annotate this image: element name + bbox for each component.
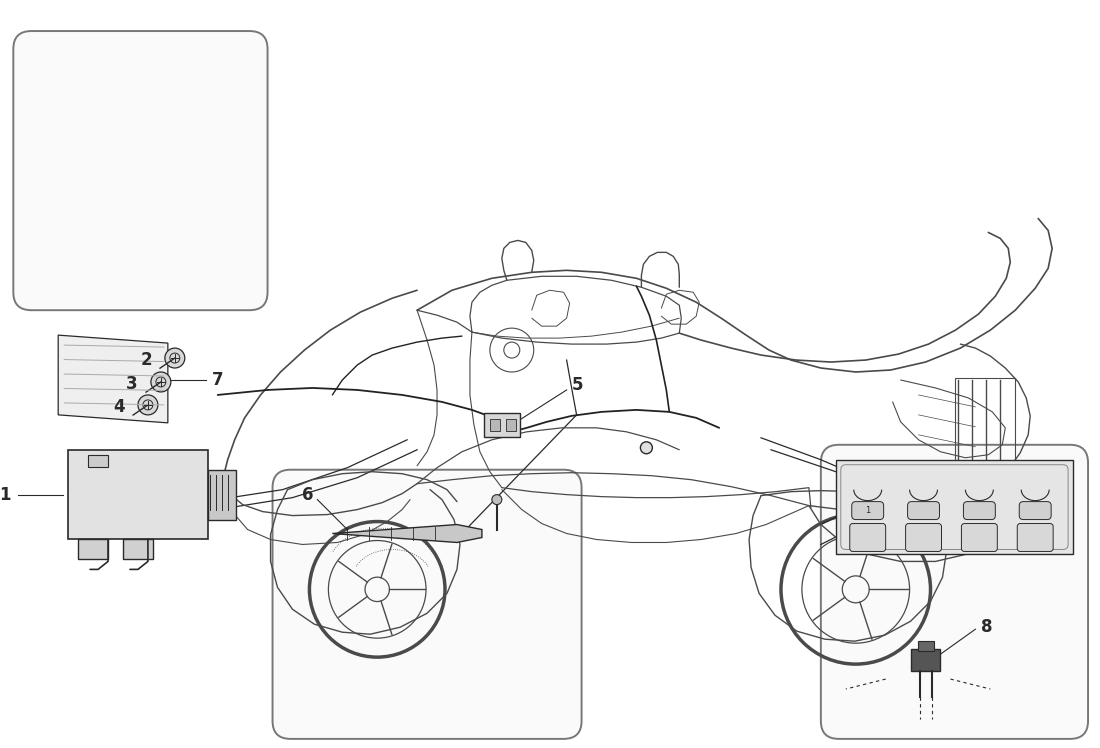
Text: 6: 6 (301, 485, 314, 503)
Bar (956, 378, 1015, 463)
Bar (68, 450, 208, 539)
Text: 5: 5 (572, 376, 583, 394)
Bar (911, 649, 940, 671)
FancyBboxPatch shape (1020, 502, 1052, 520)
FancyBboxPatch shape (905, 524, 942, 551)
FancyBboxPatch shape (961, 524, 998, 551)
Circle shape (492, 494, 502, 505)
FancyBboxPatch shape (908, 502, 939, 520)
Text: 8: 8 (981, 619, 993, 637)
Bar (208, 470, 235, 520)
FancyBboxPatch shape (850, 524, 886, 551)
FancyBboxPatch shape (821, 445, 1088, 739)
FancyBboxPatch shape (13, 31, 267, 310)
Bar (917, 641, 934, 652)
Circle shape (138, 395, 158, 415)
Bar (506, 419, 516, 431)
Text: 7: 7 (211, 371, 223, 389)
FancyBboxPatch shape (1018, 524, 1053, 551)
FancyBboxPatch shape (273, 470, 582, 739)
Text: 1: 1 (865, 506, 870, 515)
Bar (490, 419, 499, 431)
Bar (88, 455, 108, 467)
Text: 4: 4 (113, 398, 125, 416)
Polygon shape (332, 524, 482, 542)
Text: 3: 3 (126, 375, 138, 393)
FancyBboxPatch shape (851, 502, 883, 520)
Circle shape (151, 372, 170, 392)
Bar (484, 413, 520, 437)
FancyBboxPatch shape (964, 502, 996, 520)
Polygon shape (58, 335, 168, 423)
Bar (123, 539, 153, 560)
Bar (836, 460, 1074, 554)
Circle shape (165, 348, 185, 368)
Text: 1: 1 (0, 485, 10, 503)
Bar (78, 539, 108, 560)
Circle shape (640, 442, 652, 454)
Text: 2: 2 (141, 352, 152, 370)
